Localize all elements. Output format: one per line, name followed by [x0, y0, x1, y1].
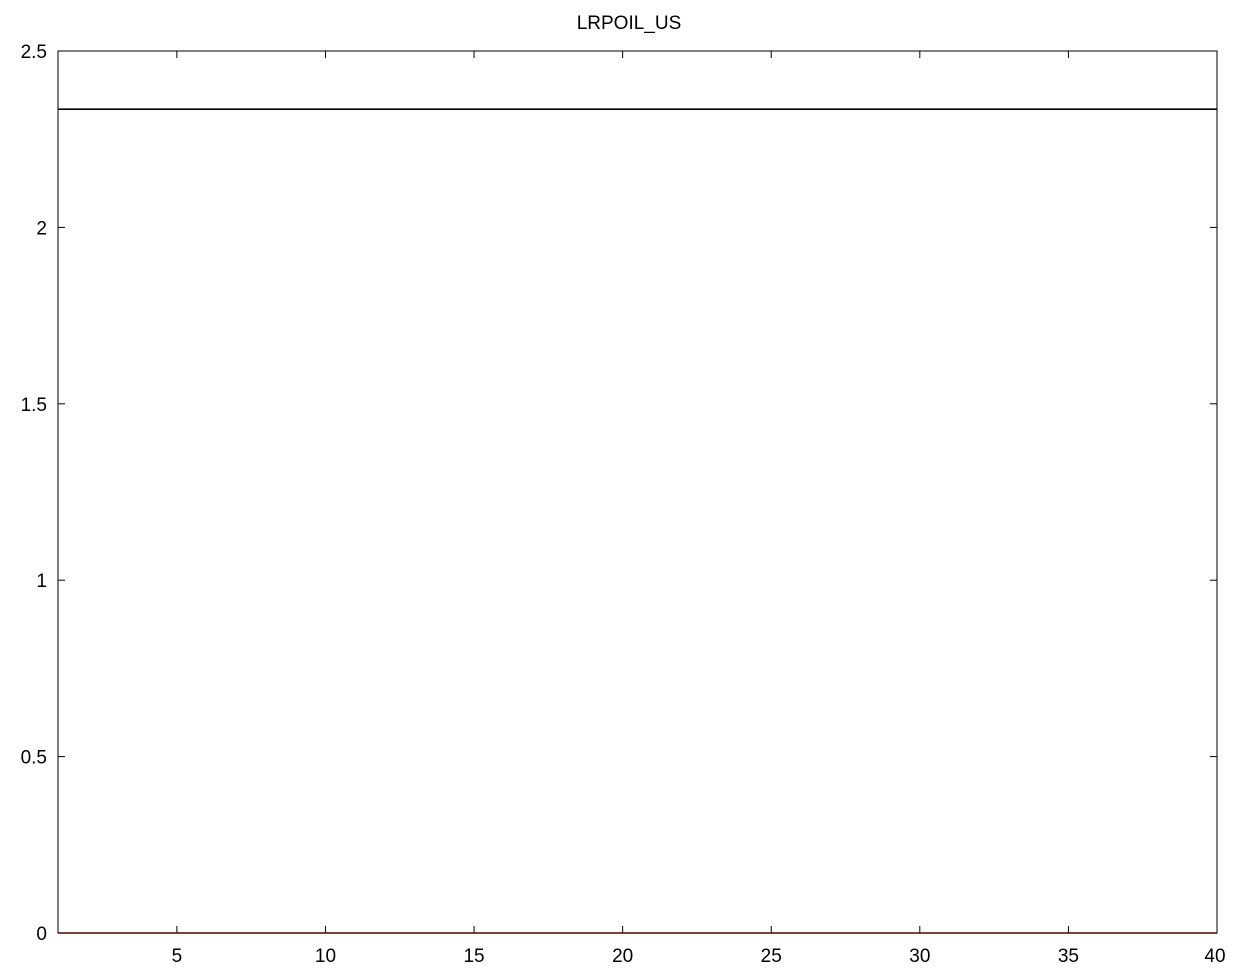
- x-tick-label: 15: [463, 946, 484, 967]
- y-tick-label: 0.5: [21, 748, 47, 769]
- y-tick-label: 2.5: [21, 42, 47, 63]
- x-tick-label: 35: [1058, 946, 1079, 967]
- plot-area: [58, 51, 1217, 933]
- chart-title: LRPOIL_US: [577, 13, 682, 34]
- plot-frame: [57, 50, 1218, 934]
- x-tick-label: 40: [1204, 946, 1225, 967]
- y-tick-label: 1.5: [21, 395, 47, 416]
- y-tick-label: 0: [36, 924, 47, 945]
- x-tick-label: 10: [315, 946, 336, 967]
- x-tick-label: 30: [909, 946, 930, 967]
- x-tick-label: 20: [612, 946, 633, 967]
- y-tick-label: 1: [36, 571, 47, 592]
- x-tick-label: 25: [761, 946, 782, 967]
- y-tick-label: 2: [36, 218, 47, 239]
- tick-labels: 5 10 15 20 25 30 35 40 0 0.5 1 1.5 2 2.5: [21, 42, 1226, 967]
- x-tick-label: 5: [172, 946, 183, 967]
